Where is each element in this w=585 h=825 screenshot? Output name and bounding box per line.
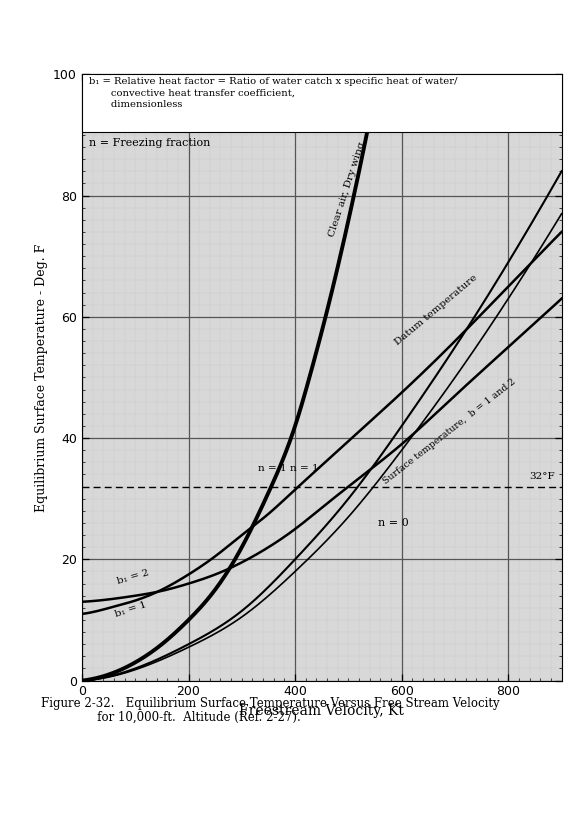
- Text: dimensionless: dimensionless: [89, 101, 183, 110]
- Text: b₁ = Relative heat factor = Ratio of water catch x specific heat of water/: b₁ = Relative heat factor = Ratio of wat…: [89, 78, 457, 87]
- X-axis label: Freestream Velocity, Kt: Freestream Velocity, Kt: [239, 704, 404, 718]
- Text: n = 0: n = 0: [378, 518, 408, 528]
- Text: n = 1: n = 1: [290, 464, 318, 474]
- Text: b₁ = 1: b₁ = 1: [114, 601, 148, 619]
- Text: n = 1: n = 1: [258, 464, 287, 474]
- Text: for 10,000-ft.  Altitude (Ref. 2-27).: for 10,000-ft. Altitude (Ref. 2-27).: [41, 711, 301, 724]
- Text: Clear air, Dry wing: Clear air, Dry wing: [327, 140, 366, 238]
- Text: n = Freezing fraction: n = Freezing fraction: [89, 138, 211, 148]
- Text: Surface temperature,  b = 1 and 2: Surface temperature, b = 1 and 2: [381, 378, 518, 487]
- Text: Datum temperature: Datum temperature: [394, 273, 479, 347]
- FancyBboxPatch shape: [82, 74, 562, 132]
- Text: b₁ = 2: b₁ = 2: [116, 568, 150, 586]
- Text: 32°F: 32°F: [529, 472, 555, 480]
- Text: convective heat transfer coefficient,: convective heat transfer coefficient,: [89, 89, 295, 98]
- Y-axis label: Equilibrium Surface Temperature - Deg. F: Equilibrium Surface Temperature - Deg. F: [35, 243, 47, 512]
- Text: Figure 2-32.   Equilibrium Surface Temperature Versus Free Stream Velocity: Figure 2-32. Equilibrium Surface Tempera…: [41, 697, 500, 710]
